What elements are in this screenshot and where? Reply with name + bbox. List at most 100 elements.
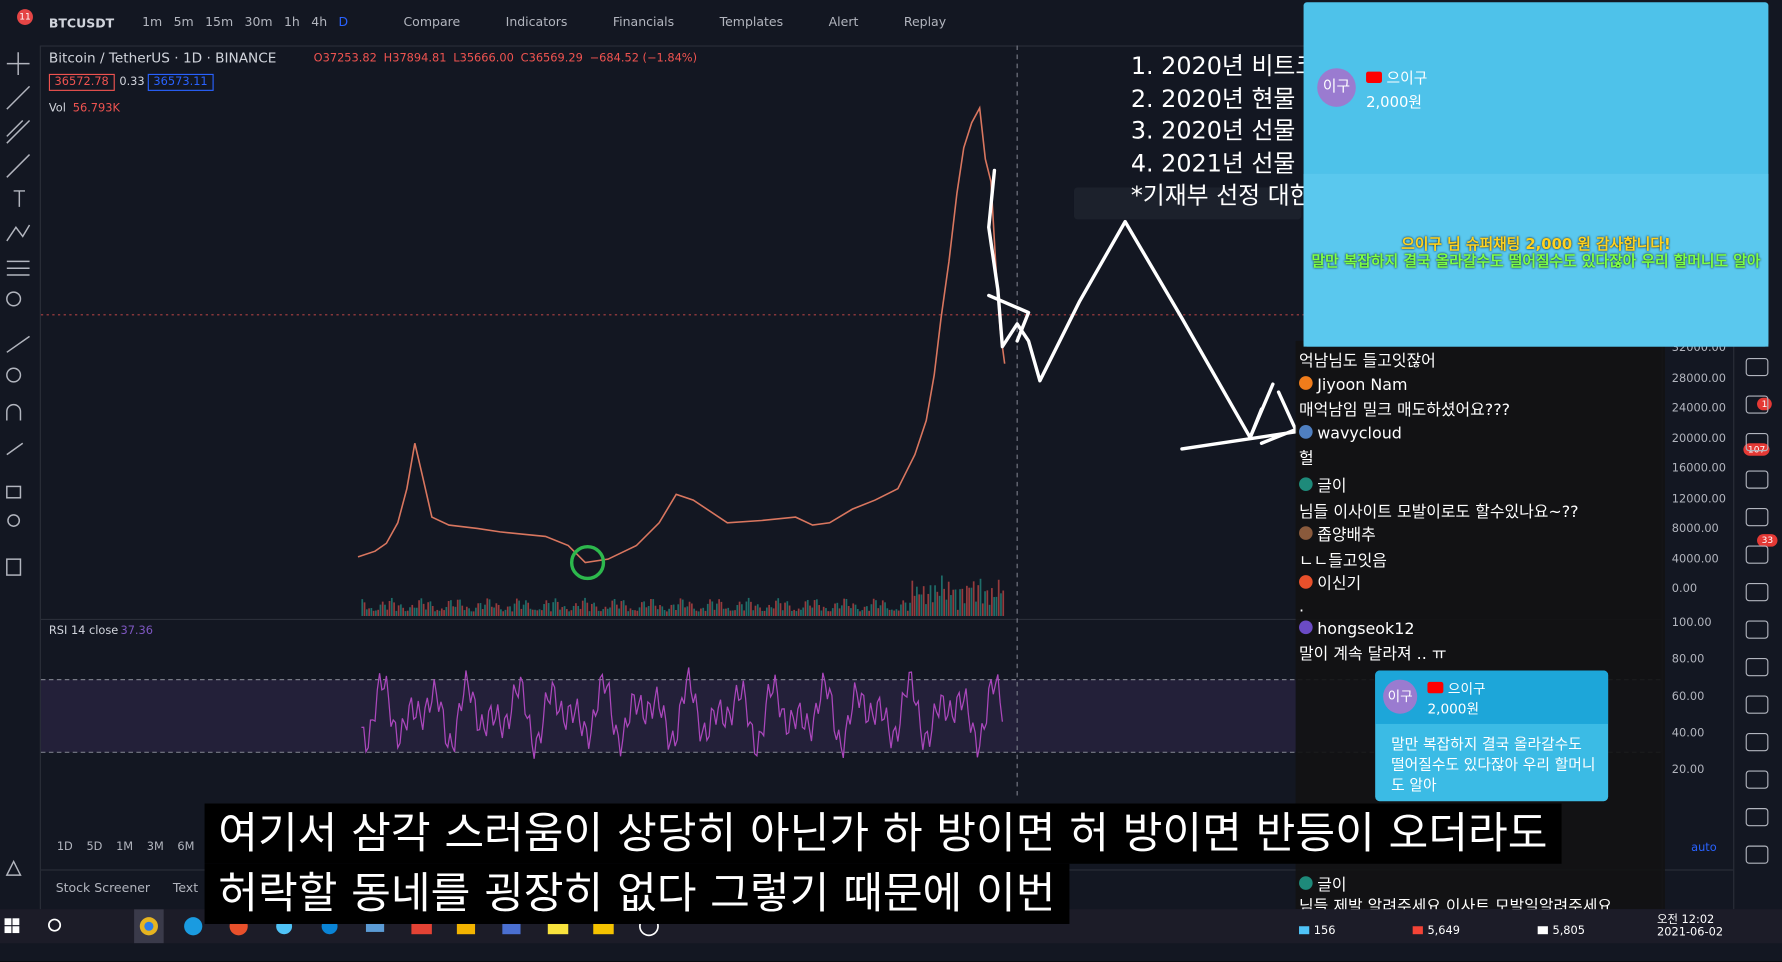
interval[interactable]: 1m bbox=[142, 14, 163, 30]
volume-bar bbox=[750, 601, 752, 616]
chat-message: 좁양배추 ㄴㄴ들고잇음 bbox=[1299, 523, 1387, 572]
volume-bar bbox=[484, 604, 486, 616]
side-icon[interactable] bbox=[1745, 508, 1769, 527]
toolbar-button[interactable]: Indicators bbox=[505, 14, 568, 30]
volume-bar bbox=[740, 604, 743, 616]
toolbar-button[interactable]: Templates bbox=[719, 14, 784, 30]
volume-bar bbox=[413, 607, 416, 616]
message: 말만 복잡하지 결국 올라갈수도 떨어질수도 있다잖아 우리 할머니도 알아 bbox=[1311, 253, 1761, 271]
volume-bar bbox=[402, 607, 405, 616]
side-icon[interactable] bbox=[1745, 620, 1769, 639]
toolbar-button[interactable]: Compare bbox=[403, 14, 461, 30]
bottom-tab[interactable]: Text bbox=[172, 880, 199, 896]
volume-bar bbox=[593, 602, 595, 616]
side-icon[interactable] bbox=[1745, 470, 1769, 489]
interval[interactable]: 15m bbox=[205, 14, 234, 30]
volume-bar bbox=[845, 598, 848, 616]
chat-avatar bbox=[1299, 425, 1313, 439]
bottom-tab[interactable]: Stock Screener bbox=[55, 880, 151, 896]
volume-bar bbox=[927, 593, 930, 616]
volume-bar bbox=[811, 607, 814, 616]
volume-bar bbox=[1002, 590, 1005, 616]
side-icon[interactable] bbox=[1745, 733, 1769, 752]
range[interactable]: 5D bbox=[86, 841, 103, 854]
side-icon[interactable] bbox=[1745, 583, 1769, 602]
side-icon[interactable] bbox=[1745, 695, 1769, 714]
side-icon[interactable] bbox=[1745, 545, 1769, 564]
toolbar-button[interactable]: Alert bbox=[828, 14, 859, 30]
volume-bar bbox=[454, 606, 457, 616]
side-icon[interactable] bbox=[1745, 433, 1769, 452]
volume-bar bbox=[647, 606, 650, 616]
donation-overlay: 이구 으이구 2,000원 으이구 님 슈퍼채팅 2,000 원 감사합니다! … bbox=[1303, 2, 1769, 347]
volume-bar bbox=[813, 600, 816, 616]
volume-bar bbox=[609, 607, 611, 616]
volume-bar bbox=[972, 581, 975, 616]
range[interactable]: 1D bbox=[56, 841, 73, 854]
volume-bar bbox=[872, 598, 875, 616]
volume-bar bbox=[784, 602, 786, 616]
volume-bar bbox=[375, 610, 377, 616]
volume-bar bbox=[656, 609, 659, 616]
toolbar-button[interactable]: Replay bbox=[903, 14, 947, 30]
side-icon[interactable] bbox=[1745, 658, 1769, 677]
volume-bar bbox=[834, 603, 836, 616]
chat-name: 글이 bbox=[1299, 873, 1346, 896]
interval[interactable]: 30m bbox=[244, 14, 273, 30]
volume-bar bbox=[679, 598, 682, 616]
side-icon[interactable] bbox=[1745, 770, 1769, 789]
volume-bar bbox=[966, 585, 968, 616]
range[interactable]: 3M bbox=[146, 841, 164, 854]
volume-bar bbox=[527, 602, 530, 616]
left-toolbar bbox=[0, 45, 41, 910]
volume-bar bbox=[670, 604, 673, 616]
volume-bar bbox=[863, 606, 866, 616]
badge: 107 bbox=[1743, 443, 1770, 456]
volume-bar bbox=[372, 610, 375, 616]
volume-bar bbox=[791, 610, 793, 616]
volume-bar bbox=[625, 605, 627, 616]
auto[interactable]: auto bbox=[1691, 842, 1717, 855]
volume-bar bbox=[629, 608, 632, 616]
side-icon[interactable] bbox=[1745, 845, 1769, 864]
bottom-tabs: Stock Screener Text bbox=[56, 881, 198, 896]
range[interactable]: 1M bbox=[116, 841, 134, 854]
toolbar-buttons: Compare Indicators Financials Templates Aler… bbox=[403, 15, 946, 30]
volume-bar bbox=[827, 611, 830, 616]
chat-name-text: 좁양배추 bbox=[1317, 526, 1376, 545]
volume-bar bbox=[631, 610, 634, 616]
volume-bar bbox=[554, 598, 557, 616]
interval[interactable]: D bbox=[338, 14, 349, 30]
volume-bar bbox=[611, 600, 614, 616]
interval[interactable]: 1h bbox=[283, 14, 300, 30]
side-icon[interactable] bbox=[1745, 395, 1769, 414]
volume-bar bbox=[763, 610, 766, 616]
toolbar-button[interactable]: Financials bbox=[612, 14, 675, 30]
side-icon[interactable] bbox=[1745, 808, 1769, 827]
volume-bar bbox=[720, 601, 723, 616]
rsi-label: 20.00 bbox=[1671, 763, 1705, 777]
volume-bar bbox=[779, 603, 782, 616]
volume-bar bbox=[934, 585, 936, 616]
volume-bar bbox=[861, 610, 864, 616]
volume-bar bbox=[504, 609, 507, 616]
symbol[interactable]: BTCUSDT bbox=[48, 15, 115, 31]
green-circle bbox=[569, 544, 606, 581]
volume-bar bbox=[954, 589, 957, 616]
message-area bbox=[1303, 173, 1769, 347]
interval[interactable]: 5m bbox=[173, 14, 194, 30]
range[interactable]: 6M bbox=[177, 841, 195, 854]
volume-bar bbox=[968, 587, 971, 616]
chat-text: 헐 bbox=[1299, 450, 1314, 469]
avatar: 이구 bbox=[1383, 679, 1418, 714]
chat-name-text: wavycloud bbox=[1317, 425, 1402, 444]
ohlc: O37253.82 H37894.81 L35666.00 C36569.29 −684… bbox=[314, 52, 697, 65]
volume-bar bbox=[879, 605, 882, 616]
volume-bar bbox=[497, 604, 500, 616]
side-icon[interactable] bbox=[1745, 357, 1769, 377]
volume-bar bbox=[977, 585, 980, 616]
volume-bar bbox=[438, 610, 441, 616]
interval[interactable]: 4h bbox=[311, 14, 328, 30]
ohlc-value: L35666.00 bbox=[453, 52, 514, 65]
volume-bar bbox=[645, 607, 648, 616]
